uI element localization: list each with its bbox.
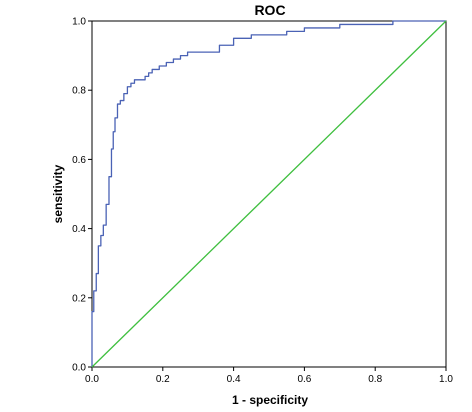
roc-curve-line [91, 20, 446, 367]
series-layer [91, 20, 447, 368]
x-tick-label: 1.0 [439, 374, 453, 385]
x-tick-label: 0.2 [156, 374, 170, 385]
x-tick-label: 0.6 [297, 374, 311, 385]
y-tick-label: 0.0 [72, 363, 86, 374]
y-tick-label: 0.2 [72, 293, 86, 304]
x-axis-ticks: 0.0 0.2 0.4 0.6 0.8 1.0 [85, 367, 453, 385]
y-tick-label: 0.4 [72, 224, 86, 235]
chart-title: ROC [254, 2, 285, 18]
x-axis-label: 1 - specificity [232, 393, 308, 407]
x-tick-label: 0.8 [368, 374, 382, 385]
y-tick-label: 1.0 [72, 17, 86, 28]
plot-frame [91, 20, 447, 368]
y-tick-label: 0.6 [72, 155, 86, 166]
reference-diagonal-line [91, 20, 447, 368]
y-axis-ticks: 0.0 0.2 0.4 0.6 0.8 1.0 [72, 17, 92, 374]
y-axis-label: sensitivity [51, 164, 65, 223]
x-tick-label: 0.4 [227, 374, 241, 385]
y-tick-label: 0.8 [72, 86, 86, 97]
x-tick-label: 0.0 [85, 374, 99, 385]
